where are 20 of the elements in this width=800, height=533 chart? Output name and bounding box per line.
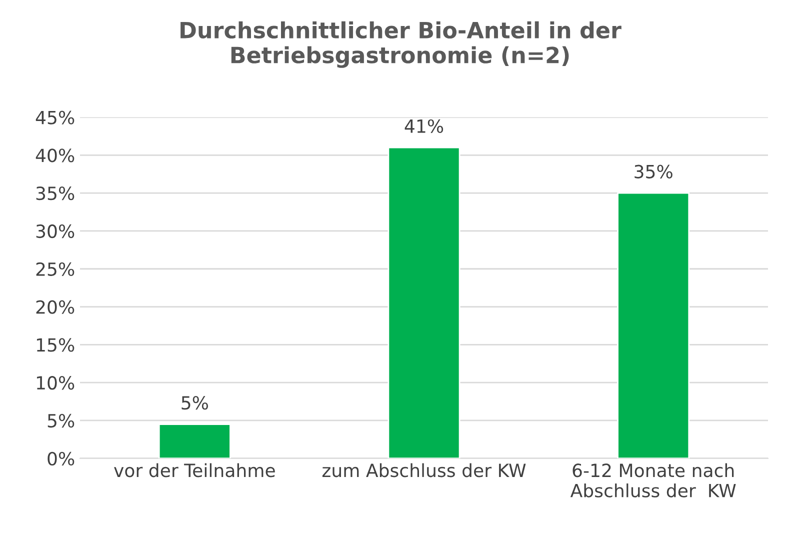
data-label: 35% — [634, 164, 672, 178]
bar — [158, 424, 231, 458]
bar — [617, 192, 690, 458]
y-tick-label: 25% — [36, 262, 74, 276]
y-tick-label: 20% — [36, 300, 74, 314]
x-tick-label: 6-12 Monate nach Abschluss der KW — [570, 463, 736, 498]
y-tick-label: 0% — [48, 452, 74, 466]
x-tick-label: vor der Teilnahme — [114, 463, 275, 478]
y-tick-label: 45% — [36, 110, 74, 124]
y-tick-label: 10% — [36, 376, 74, 390]
bar — [388, 146, 460, 458]
y-tick-label: 5% — [48, 414, 74, 428]
data-label: 41% — [404, 119, 444, 133]
y-tick-label: 35% — [36, 186, 74, 200]
y-tick-label: 30% — [36, 224, 74, 238]
data-label: 5% — [182, 396, 208, 410]
y-tick-label: 15% — [36, 338, 74, 352]
y-tick-label: 40% — [36, 148, 74, 162]
x-tick-label: zum Abschluss der KW — [322, 463, 526, 478]
chart-title: Durchschnittlicher Bio-Anteil in der Betriebsgastronomie (n=2) — [180, 21, 622, 68]
